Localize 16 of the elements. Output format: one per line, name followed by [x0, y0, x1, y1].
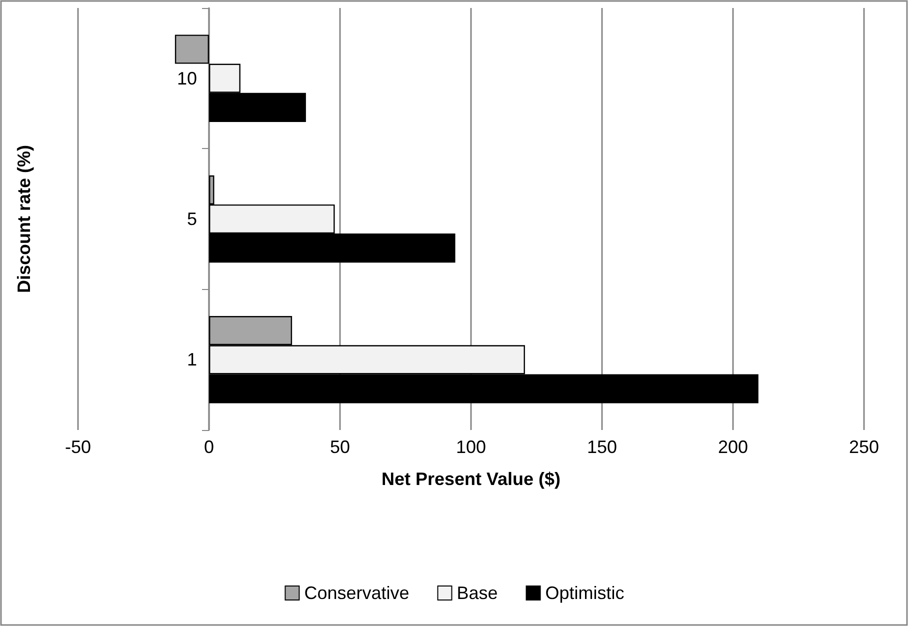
y-axis-title: Discount rate (%) [14, 144, 34, 294]
y-tick-label: 10 [176, 68, 197, 88]
legend-label: Optimistic [545, 583, 624, 603]
x-tick-label: 250 [848, 437, 880, 457]
x-axis-title: Net Present Value ($) [381, 469, 561, 489]
x-tick-label: 50 [330, 437, 350, 457]
x-tick-label: 0 [204, 437, 214, 457]
bar [174, 34, 209, 64]
x-tick-label: -50 [64, 437, 92, 457]
legend-label: Conservative [304, 583, 410, 603]
x-tick-label: 200 [718, 437, 748, 457]
legend-label: Base [456, 583, 498, 603]
y-tick-label: 1 [186, 350, 197, 370]
x-tick-label: 100 [456, 437, 486, 457]
x-tick-label: 150 [586, 437, 618, 457]
y-tick-label: 5 [186, 209, 197, 229]
